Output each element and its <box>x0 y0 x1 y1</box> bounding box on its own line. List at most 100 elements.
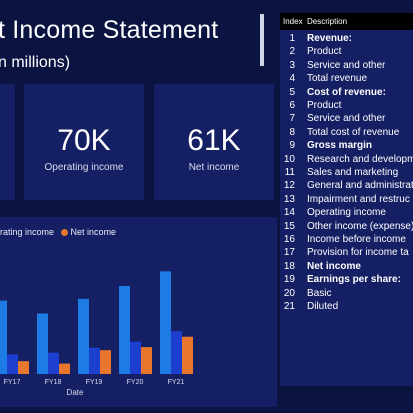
row-index: 3 <box>289 59 295 71</box>
kpi-card-net-income[interactable]: 61K <box>154 84 274 200</box>
row-index: 7 <box>289 113 295 125</box>
table-row[interactable]: 10 Research and developm <box>280 154 413 167</box>
table-row[interactable]: 1 Revenue: <box>280 33 413 46</box>
income-statement-table[interactable]: Index Description 1 Revenue: 2 Product 3 Serv… <box>280 13 413 386</box>
bar-fy19-series-1[interactable] <box>78 298 89 374</box>
kpi-card-partial[interactable] <box>0 84 15 200</box>
net-income-value: 61K <box>187 124 241 157</box>
row-description: Product <box>307 100 342 111</box>
net-income-label: Net income <box>188 162 240 173</box>
x-tick-label: FY19 <box>86 379 103 386</box>
row-description: Earnings per share: <box>307 274 401 286</box>
legend-operating-income: rating income <box>0 227 55 237</box>
table-row[interactable]: 2 Product <box>280 46 413 59</box>
row-index: 8 <box>289 126 295 138</box>
x-axis-label: Date <box>67 388 84 397</box>
row-index: 13 <box>283 193 295 205</box>
row-index: 5 <box>289 86 295 98</box>
x-tick-label: FY17 <box>4 379 21 386</box>
table-row[interactable]: 8 Total cost of revenue <box>280 127 413 140</box>
table-row[interactable]: 4 Total revenue <box>280 73 413 86</box>
table-row[interactable]: 20 Basic <box>280 288 413 301</box>
row-index: 2 <box>289 46 295 58</box>
bar-fy18-series-2[interactable] <box>48 352 59 374</box>
page-subtitle: n millions) <box>0 54 71 71</box>
table-row[interactable]: 3 Service and other <box>280 60 413 73</box>
row-description: Other income (expense) <box>307 220 413 232</box>
table-row[interactable]: 5 Cost of revenue: <box>280 87 413 100</box>
bar-fy20-series-1[interactable] <box>119 286 130 374</box>
table-row[interactable]: 16 Income before income <box>280 234 413 247</box>
row-index: 21 <box>283 301 295 312</box>
table-row[interactable]: 9 Gross margin <box>280 140 413 153</box>
row-index: 18 <box>283 260 295 272</box>
row-description: Diluted <box>307 301 339 312</box>
row-description: Basic <box>307 287 332 299</box>
page-title: t Income Statement <box>0 16 219 44</box>
row-description: Cost of revenue: <box>307 86 386 98</box>
chart-panel[interactable] <box>0 217 277 407</box>
table-row[interactable]: 17 Provision for income ta <box>280 247 413 260</box>
row-description: Provision for income ta <box>307 247 409 259</box>
x-tick-label: FY20 <box>127 379 144 386</box>
table-row[interactable]: 13 Impairment and restruc <box>280 194 413 207</box>
row-index: 17 <box>283 247 295 259</box>
bar-fy18-series-3[interactable] <box>59 363 70 374</box>
operating-income-label: Operating income <box>44 162 124 173</box>
row-index: 14 <box>283 207 295 219</box>
row-index: 4 <box>289 73 295 85</box>
row-index: 16 <box>283 234 295 245</box>
table-row[interactable]: 12 General and administrat <box>280 180 413 193</box>
title-divider <box>260 14 264 66</box>
row-description: General and administrat <box>307 180 413 192</box>
row-description: Product <box>307 46 342 58</box>
row-index: 1 <box>289 33 295 44</box>
row-description: Sales and marketing <box>307 167 399 178</box>
bar-fy17-series-2[interactable] <box>7 354 18 374</box>
row-index: 15 <box>283 220 295 232</box>
row-index: 19 <box>283 274 295 286</box>
row-index: 6 <box>289 100 295 111</box>
bar-fy19-series-3[interactable] <box>100 350 111 374</box>
row-index: 9 <box>289 140 295 152</box>
row-description: Net income <box>307 260 361 272</box>
row-description: Service and other <box>307 113 386 125</box>
bar-fy21-series-1[interactable] <box>160 271 171 374</box>
row-index: 20 <box>283 287 295 299</box>
row-description: Operating income <box>307 207 386 219</box>
table-row[interactable]: 6 Product <box>280 100 413 113</box>
column-header-index: Index <box>283 17 303 26</box>
bar-fy21-series-2[interactable] <box>171 331 182 374</box>
row-index: 12 <box>283 180 295 192</box>
bar-fy19-series-2[interactable] <box>89 347 100 374</box>
column-header-description: Description <box>307 17 348 26</box>
table-row[interactable]: 18 Net income <box>280 261 413 274</box>
row-description: Total revenue <box>307 73 368 85</box>
row-description: Service and other <box>307 59 386 71</box>
legend-net-income-swatch <box>60 229 68 236</box>
x-tick-label: FY18 <box>45 379 62 386</box>
legend-net-income: Net income <box>70 227 117 237</box>
table-row[interactable]: 19 Earnings per share: <box>280 274 413 287</box>
table-row[interactable]: 14 Operating income <box>280 207 413 220</box>
bar-fy20-series-3[interactable] <box>141 347 152 374</box>
table-row[interactable]: 15 Other income (expense) <box>280 221 413 234</box>
row-description: Impairment and restruc <box>307 193 410 205</box>
row-description: Research and developm <box>307 153 413 165</box>
operating-income-value: 70K <box>57 124 111 157</box>
x-tick-label: FY21 <box>168 379 185 386</box>
table-row[interactable]: 11 Sales and marketing <box>280 167 413 180</box>
row-description: Total cost of revenue <box>307 126 400 138</box>
kpi-card-operating-income[interactable]: 70K <box>24 84 144 200</box>
table-row[interactable]: 21 Diluted <box>280 301 413 314</box>
bar-fy20-series-2[interactable] <box>130 341 141 374</box>
table-header: Index Description <box>280 13 413 30</box>
bar-fy17-series-3[interactable] <box>18 361 29 374</box>
bar-chart: FY17 FY18 FY19 FY20 FY21 Date <box>0 271 193 397</box>
bar-fy17-series-1[interactable] <box>0 300 7 374</box>
table-row[interactable]: 7 Service and other <box>280 113 413 126</box>
row-description: Gross margin <box>307 140 373 152</box>
bar-fy21-series-3[interactable] <box>182 336 193 374</box>
bar-fy18-series-1[interactable] <box>37 313 48 375</box>
row-description: Income before income <box>307 234 406 245</box>
